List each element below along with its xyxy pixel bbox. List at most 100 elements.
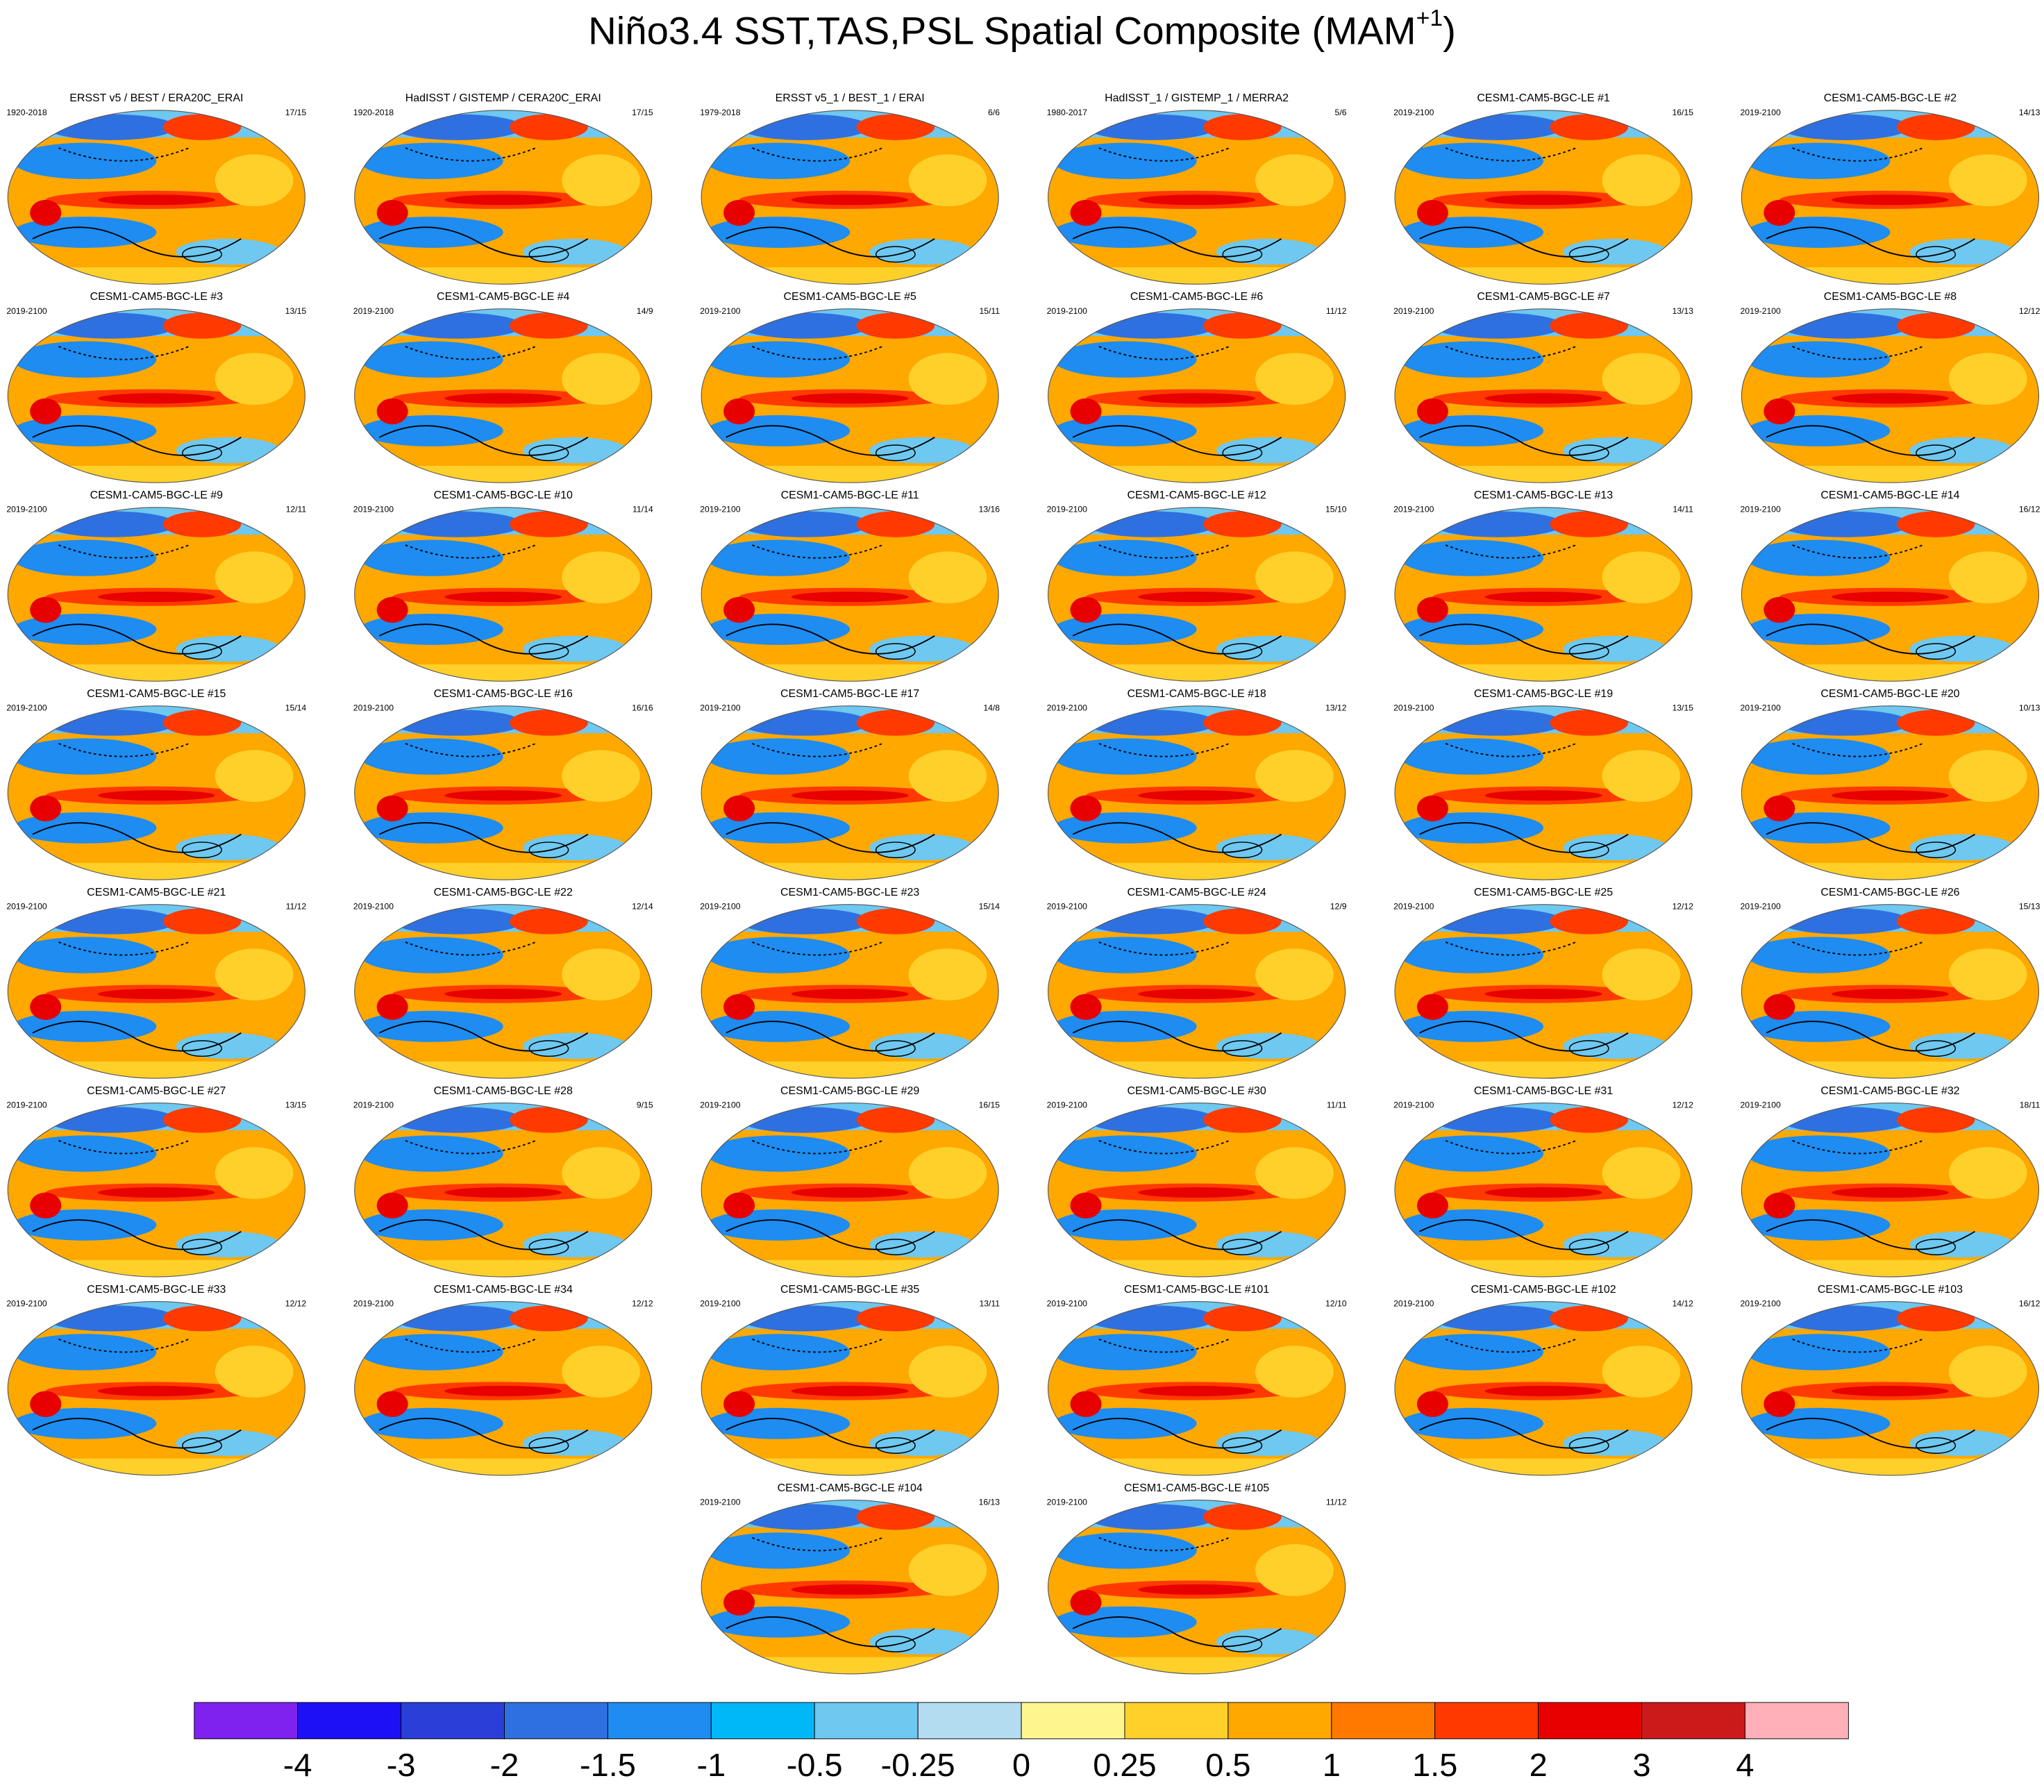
panel: CESM1-CAM5-BGC-LE #103 2019-2100 16/12 bbox=[1741, 1284, 2041, 1477]
panel-title: CESM1-CAM5-BGC-LE #11 bbox=[781, 489, 919, 501]
panel-period: 2019-2100 bbox=[353, 703, 394, 713]
panel-title: CESM1-CAM5-BGC-LE #35 bbox=[780, 1284, 919, 1296]
panel-title: CESM1-CAM5-BGC-LE #5 bbox=[783, 291, 916, 303]
panel: CESM1-CAM5-BGC-LE #7 2019-2100 13/13 bbox=[1393, 291, 1693, 484]
panel: ERSST v5 / BEST / ERA20C_ERAI 1920-2018 17… bbox=[6, 92, 306, 285]
panel: CESM1-CAM5-BGC-LE #15 2019-2100 15/14 bbox=[6, 688, 306, 881]
panel-count: 13/15 bbox=[1672, 703, 1693, 713]
map bbox=[1047, 109, 1347, 285]
map bbox=[353, 109, 653, 285]
panel-title: CESM1-CAM5-BGC-LE #101 bbox=[1124, 1284, 1269, 1296]
panel-period: 2019-2100 bbox=[1047, 1100, 1088, 1110]
panel-title: ERSST v5_1 / BEST_1 / ERAI bbox=[776, 92, 925, 104]
panel-count: 12/11 bbox=[286, 505, 307, 514]
panel-title: CESM1-CAM5-BGC-LE #1 bbox=[1477, 92, 1610, 104]
map bbox=[353, 506, 653, 683]
panel-count: 14/12 bbox=[1672, 1299, 1693, 1309]
colorbar-box bbox=[297, 1702, 402, 1739]
map bbox=[1393, 1102, 1693, 1278]
map bbox=[1393, 308, 1693, 484]
panel-period: 2019-2100 bbox=[1393, 505, 1434, 514]
panel-period: 2019-2100 bbox=[353, 505, 394, 514]
panel-count: 11/12 bbox=[286, 902, 307, 912]
panel-count: 9/15 bbox=[637, 1100, 653, 1110]
map bbox=[1047, 1102, 1347, 1278]
panel-period: 2019-2100 bbox=[700, 306, 741, 316]
panel-title: CESM1-CAM5-BGC-LE #19 bbox=[1474, 688, 1613, 700]
panel-title: CESM1-CAM5-BGC-LE #33 bbox=[87, 1284, 226, 1296]
panel-title: CESM1-CAM5-BGC-LE #7 bbox=[1477, 291, 1610, 303]
panel-count: 14/13 bbox=[2019, 108, 2041, 117]
panel-count: 12/12 bbox=[1672, 902, 1693, 912]
panel-title: CESM1-CAM5-BGC-LE #23 bbox=[780, 887, 919, 898]
panel-count: 13/11 bbox=[979, 1299, 1000, 1309]
panel-title: CESM1-CAM5-BGC-LE #103 bbox=[1818, 1284, 1963, 1296]
panel-period: 2019-2100 bbox=[353, 902, 394, 912]
map bbox=[1047, 1300, 1347, 1477]
panels: ERSST v5 / BEST / ERA20C_ERAI 1920-2018 17… bbox=[6, 92, 2041, 1675]
panel: HadISST / GISTEMP / CERA20C_ERAI 1920-201… bbox=[353, 92, 653, 285]
map bbox=[1741, 705, 2041, 881]
panel: CESM1-CAM5-BGC-LE #17 2019-2100 14/8 bbox=[700, 688, 1000, 881]
panel-count: 16/12 bbox=[2019, 1299, 2041, 1309]
panel-count: 11/12 bbox=[1326, 306, 1347, 316]
panel: CESM1-CAM5-BGC-LE #2 2019-2100 14/13 bbox=[1741, 92, 2041, 285]
colorbar-label: -4 bbox=[283, 1747, 312, 1783]
panel-title: CESM1-CAM5-BGC-LE #20 bbox=[1820, 688, 1959, 700]
map bbox=[1741, 308, 2041, 484]
panel-title: CESM1-CAM5-BGC-LE #15 bbox=[87, 688, 226, 700]
map bbox=[353, 705, 653, 881]
map bbox=[6, 308, 306, 484]
panel-period: 1920-2018 bbox=[353, 108, 394, 117]
panel-period: 2019-2100 bbox=[353, 1100, 394, 1110]
colorbar-box bbox=[1434, 1702, 1539, 1739]
panel-title: CESM1-CAM5-BGC-LE #24 bbox=[1127, 887, 1266, 898]
panel-period: 1980-2017 bbox=[1047, 108, 1088, 117]
panel-count: 12/9 bbox=[1330, 902, 1347, 912]
panel: CESM1-CAM5-BGC-LE #21 2019-2100 11/12 bbox=[6, 887, 306, 1080]
colorbar-label: 1.5 bbox=[1412, 1747, 1457, 1783]
panel: CESM1-CAM5-BGC-LE #12 2019-2100 15/10 bbox=[1047, 489, 1347, 683]
map bbox=[1393, 1300, 1693, 1477]
map bbox=[1741, 1300, 2041, 1477]
panel-period: 2019-2100 bbox=[1741, 902, 1782, 912]
panel-count: 16/16 bbox=[632, 703, 653, 713]
map bbox=[6, 1102, 306, 1278]
panel-title: CESM1-CAM5-BGC-LE #18 bbox=[1127, 688, 1266, 700]
map bbox=[353, 1300, 653, 1477]
map bbox=[1741, 109, 2041, 285]
map bbox=[353, 903, 653, 1080]
map bbox=[1393, 109, 1693, 285]
panel-title: CESM1-CAM5-BGC-LE #8 bbox=[1824, 291, 1957, 303]
panel-period: 2019-2100 bbox=[6, 1100, 47, 1110]
map bbox=[353, 308, 653, 484]
panel: CESM1-CAM5-BGC-LE #22 2019-2100 12/14 bbox=[353, 887, 653, 1080]
panel-count: 10/13 bbox=[2019, 703, 2041, 713]
colorbar-label: -0.5 bbox=[787, 1747, 843, 1783]
panel-title: HadISST / GISTEMP / CERA20C_ERAI bbox=[405, 92, 601, 104]
panel-count: 15/14 bbox=[979, 902, 1000, 912]
panel: CESM1-CAM5-BGC-LE #11 2019-2100 13/16 bbox=[700, 489, 1000, 683]
panel: CESM1-CAM5-BGC-LE #4 2019-2100 14/9 bbox=[353, 291, 653, 484]
panel-period: 2019-2100 bbox=[1741, 505, 1782, 514]
map bbox=[1393, 705, 1693, 881]
map bbox=[1741, 1102, 2041, 1278]
map bbox=[700, 1102, 1000, 1278]
panel: CESM1-CAM5-BGC-LE #6 2019-2100 11/12 bbox=[1047, 291, 1347, 484]
colorbar-box bbox=[917, 1702, 1022, 1739]
panel: CESM1-CAM5-BGC-LE #19 2019-2100 13/15 bbox=[1393, 688, 1693, 881]
panel: CESM1-CAM5-BGC-LE #24 2019-2100 12/9 bbox=[1047, 887, 1347, 1080]
panel-count: 17/15 bbox=[285, 108, 307, 117]
panel-title: CESM1-CAM5-BGC-LE #22 bbox=[434, 887, 573, 898]
panel-period: 2019-2100 bbox=[6, 1299, 47, 1309]
panel-title: CESM1-CAM5-BGC-LE #102 bbox=[1471, 1284, 1616, 1296]
panel-period: 2019-2100 bbox=[1393, 306, 1434, 316]
panel-title: CESM1-CAM5-BGC-LE #12 bbox=[1127, 489, 1266, 501]
map bbox=[1047, 705, 1347, 881]
map bbox=[1047, 903, 1347, 1080]
panel-title: CESM1-CAM5-BGC-LE #2 bbox=[1824, 92, 1957, 104]
panel: CESM1-CAM5-BGC-LE #33 2019-2100 12/12 bbox=[6, 1284, 306, 1477]
panel: CESM1-CAM5-BGC-LE #31 2019-2100 12/12 bbox=[1393, 1085, 1693, 1278]
panel-period: 1979-2018 bbox=[700, 108, 741, 117]
panel: CESM1-CAM5-BGC-LE #102 2019-2100 14/12 bbox=[1393, 1284, 1693, 1477]
